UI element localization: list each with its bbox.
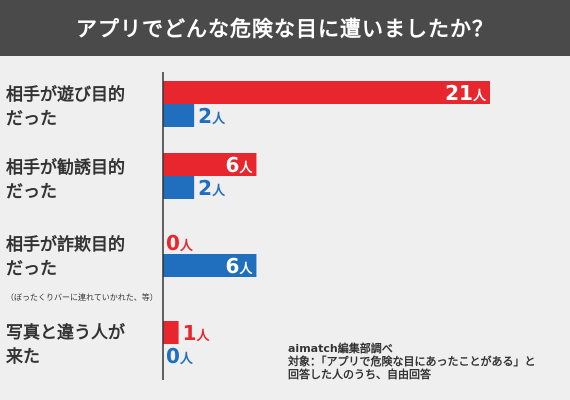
- bar: [163, 153, 257, 176]
- category-label: 相手が勧誘目的: [6, 157, 125, 178]
- value-label: 0人: [166, 231, 194, 255]
- bar: [163, 81, 490, 104]
- value-label: 2人: [198, 104, 226, 128]
- category-labels: 相手が遊び目的だった相手が勧誘目的だった相手が詐欺目的だった（ぼったくりバーに連…: [5, 84, 158, 367]
- value-label: 21人: [445, 81, 487, 105]
- bar: [163, 321, 179, 344]
- value-label: 0人: [166, 344, 194, 368]
- bar: [163, 176, 195, 199]
- category-label: だった: [6, 259, 57, 279]
- value-label: 1人: [183, 321, 211, 345]
- value-label: 6人: [225, 254, 253, 278]
- value-label: 6人: [225, 153, 253, 177]
- source-note: aimatch編集部調べ 対象：「アプリで危険な目にあったことがある」と 回答し…: [288, 342, 568, 381]
- category-note: （ぼったくりバーに連れていかれた、等）: [6, 292, 158, 302]
- source-line-1: aimatch編集部調べ: [288, 342, 393, 355]
- value-label: 2人: [198, 176, 226, 200]
- bar: [163, 254, 257, 277]
- category-label: 相手が詐欺目的: [6, 234, 125, 255]
- category-label: だった: [6, 109, 57, 129]
- source-line-3: 回答した人のうち、自由回答: [288, 368, 431, 381]
- source-line-2: 対象：「アプリで危険な目にあったことがある」と: [288, 355, 536, 368]
- category-label: 来た: [5, 346, 40, 367]
- category-label: 相手が遊び目的: [6, 84, 125, 105]
- category-label: だった: [6, 182, 57, 202]
- bars: [163, 81, 490, 344]
- bar: [163, 104, 195, 127]
- chart-title: アプリでどんな危険な目に遭いましたか？: [0, 0, 570, 56]
- category-label: 写真と違う人が: [6, 322, 125, 343]
